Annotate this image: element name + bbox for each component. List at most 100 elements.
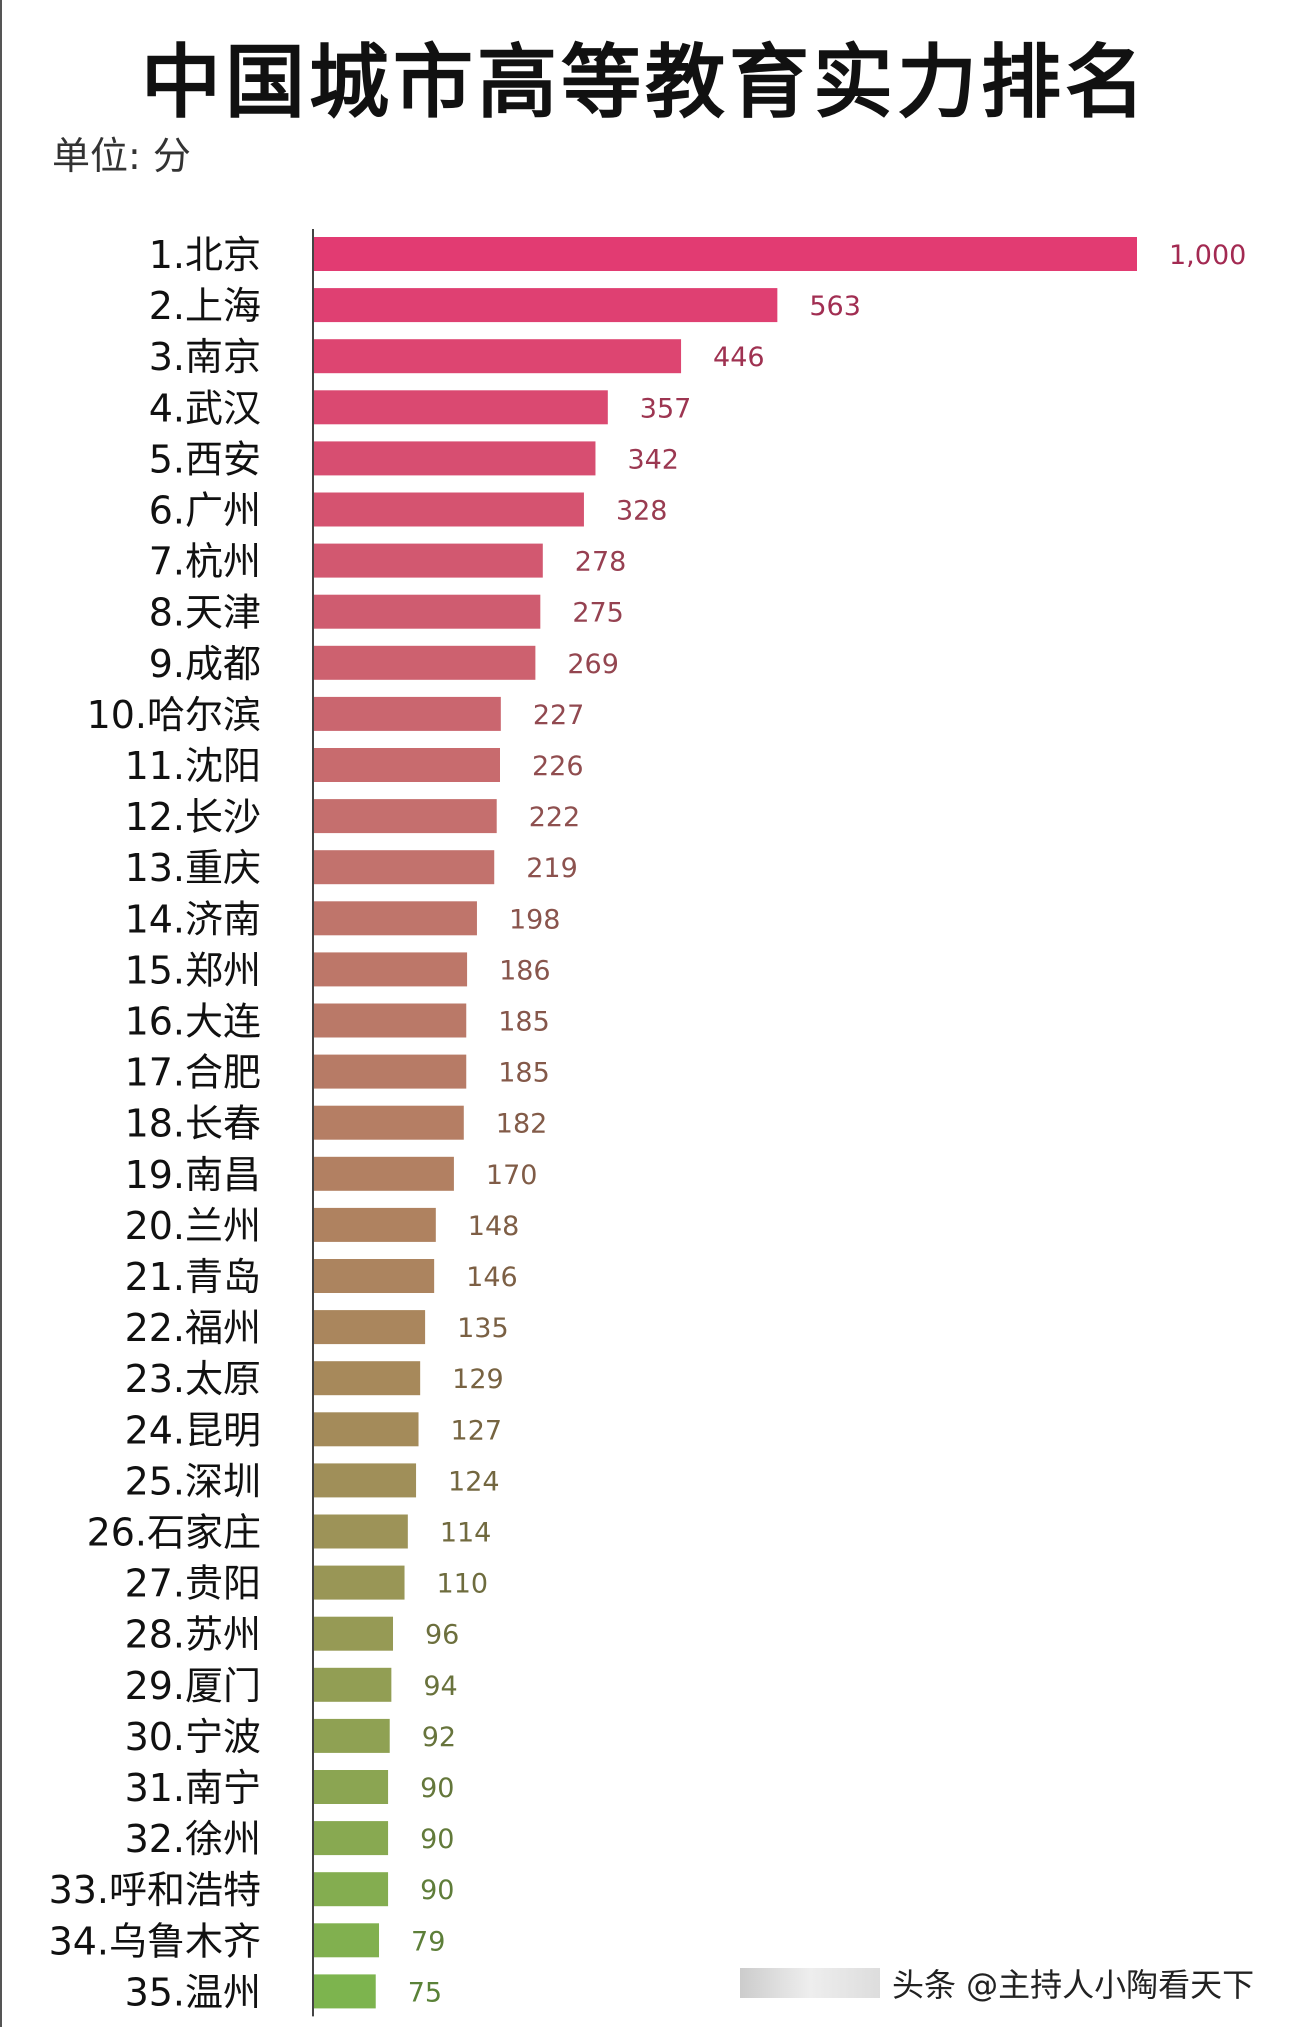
value-label: 278 [575, 547, 627, 578]
value-label: 269 [567, 649, 619, 680]
bar [314, 390, 608, 425]
value-label: 275 [572, 598, 624, 629]
watermark: 头条 @主持人小陶看天下 [740, 1955, 1260, 2011]
category-label: 8.天津 [149, 591, 261, 635]
value-label: 146 [466, 1262, 518, 1293]
bar [314, 1105, 464, 1140]
category-label: 3.南京 [149, 335, 261, 379]
bar [314, 1514, 408, 1549]
value-label: 92 [422, 1722, 456, 1753]
category-label: 22.福州 [125, 1306, 261, 1350]
blurred-logo [740, 1968, 880, 1998]
chart-unit-label: 单位: 分 [52, 134, 191, 178]
value-label: 328 [616, 496, 668, 527]
category-label: 15.郑州 [125, 948, 261, 992]
value-label: 1,000 [1169, 240, 1246, 271]
category-label: 7.杭州 [149, 540, 261, 584]
bar [314, 288, 778, 323]
value-label: 148 [468, 1211, 520, 1242]
bar [314, 1616, 394, 1651]
category-label: 23.太原 [125, 1357, 261, 1401]
value-label: 198 [509, 904, 561, 935]
bar [314, 1412, 419, 1447]
value-label: 226 [532, 751, 584, 782]
category-label: 11.沈阳 [125, 744, 261, 788]
chart-title: 中国城市高等教育实力排名 [141, 36, 1149, 129]
bar [314, 748, 500, 782]
category-label: 5.西安 [149, 437, 261, 481]
category-label: 14.济南 [125, 897, 261, 941]
category-label: 18.长春 [125, 1102, 261, 1146]
bar [314, 952, 468, 987]
category-label: 2.上海 [149, 284, 261, 328]
category-label: 29.厦门 [125, 1664, 261, 1708]
value-label: 90 [420, 1773, 454, 1804]
value-label: 127 [451, 1415, 503, 1446]
category-label: 31.南宁 [125, 1766, 261, 1810]
bar [314, 1310, 426, 1345]
bar [314, 237, 1137, 271]
bar [314, 492, 584, 527]
bar [314, 339, 682, 374]
bar [314, 1463, 417, 1498]
bar [314, 696, 501, 731]
bar [314, 1974, 376, 2009]
value-label: 227 [533, 700, 585, 731]
bar [314, 850, 495, 885]
value-label: 182 [496, 1109, 548, 1140]
bar [314, 1259, 435, 1293]
value-label: 446 [713, 342, 765, 373]
category-label: 21.青岛 [125, 1255, 261, 1299]
category-label: 19.南昌 [125, 1153, 261, 1197]
category-label: 20.兰州 [125, 1204, 261, 1248]
value-label: 185 [498, 1007, 550, 1038]
bar [314, 1003, 467, 1038]
bar [314, 1821, 389, 1856]
category-label: 26.石家庄 [87, 1511, 261, 1555]
category-label: 16.大连 [125, 1000, 261, 1044]
page-left-edge [0, 0, 2, 2027]
bar [314, 1718, 390, 1753]
bar [314, 1054, 467, 1089]
category-label: 27.贵阳 [125, 1562, 261, 1606]
value-label: 90 [420, 1875, 454, 1906]
bar [314, 1361, 421, 1396]
category-label: 9.成都 [149, 642, 261, 686]
bar [314, 1667, 392, 1702]
category-label: 32.徐州 [125, 1817, 261, 1861]
value-label: 219 [526, 853, 578, 884]
category-label: 17.合肥 [125, 1051, 261, 1095]
bar [314, 1770, 389, 1804]
category-label: 6.广州 [149, 489, 261, 533]
category-label: 25.深圳 [125, 1459, 261, 1503]
value-label: 342 [627, 444, 679, 475]
value-label: 563 [809, 291, 861, 322]
bar [314, 441, 596, 476]
category-label: 33.呼和浩特 [49, 1868, 261, 1912]
value-label: 170 [486, 1160, 538, 1191]
value-label: 222 [529, 802, 581, 833]
value-label: 129 [452, 1364, 504, 1395]
value-label: 110 [437, 1569, 489, 1600]
category-label: 35.温州 [125, 1970, 261, 2014]
value-label: 124 [448, 1466, 500, 1497]
watermark-text: 头条 @主持人小陶看天下 [892, 1966, 1255, 2004]
category-label: 34.乌鲁木齐 [49, 1919, 261, 1963]
value-label: 96 [425, 1620, 459, 1651]
category-label: 12.长沙 [125, 795, 261, 839]
value-label: 185 [498, 1058, 550, 1089]
bar [314, 1923, 380, 1958]
value-label: 94 [423, 1671, 457, 1702]
value-label: 186 [499, 955, 551, 986]
category-label: 4.武汉 [149, 386, 261, 430]
category-label: 10.哈尔滨 [87, 693, 261, 737]
category-label: 1.北京 [149, 233, 261, 277]
category-label: 24.昆明 [125, 1408, 261, 1452]
value-label: 135 [457, 1313, 509, 1344]
bar [314, 901, 477, 936]
value-label: 79 [411, 1926, 445, 1957]
category-label: 13.重庆 [125, 846, 261, 890]
value-label: 114 [440, 1518, 492, 1549]
bar [314, 799, 497, 834]
